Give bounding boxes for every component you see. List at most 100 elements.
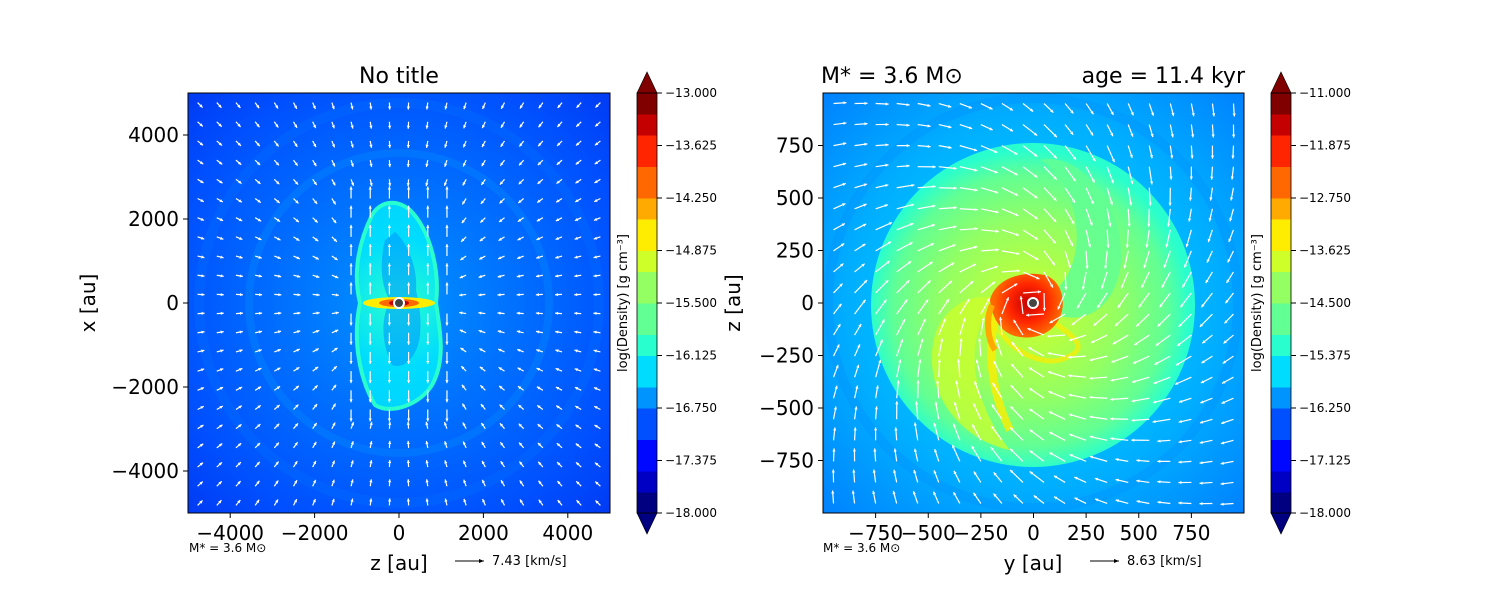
colorbar-segment [637,261,657,272]
colorbar-segment [1271,471,1291,482]
colorbar-segment [1271,135,1291,146]
colorbar-segment [637,114,657,125]
colorbar-tick-label: −16.250 [1299,401,1351,415]
colorbar-segment [1271,450,1291,461]
left-xlabel: z [au] [370,551,427,575]
colorbar-segment [1271,356,1291,367]
colorbar-segment [637,209,657,220]
y-tick-label: 2000 [128,207,179,231]
colorbar-segment [637,146,657,157]
colorbar-tick-label: −13.625 [1299,244,1351,258]
colorbar-segment [1271,440,1291,451]
right-mass-annotation: M* = 3.6 M⊙ [823,541,900,555]
colorbar-segment [637,303,657,314]
colorbar-segment [637,282,657,293]
colorbar-tick-label: −17.375 [665,454,717,468]
colorbar-segment [1271,398,1291,409]
colorbar-segment [637,219,657,230]
colorbar-tick-label: −15.375 [1299,349,1351,363]
colorbar-segment [637,314,657,325]
x-tick-label: −500 [901,521,956,545]
colorbar-segment [637,387,657,398]
colorbar-segment [637,503,657,514]
colorbar-segment [1271,461,1291,472]
colorbar-segment [1271,314,1291,325]
left-title: No title [359,64,439,89]
colorbar-tick-label: −16.750 [665,401,717,415]
right-title-left: M* = 3.6 M⊙ [821,64,963,89]
colorbar-segment [1271,272,1291,283]
colorbar-segment [637,156,657,167]
colorbar-segment [637,440,657,451]
colorbar-tick-label: −14.250 [665,191,717,205]
y-tick-label: −2000 [111,375,179,399]
colorbar-segment [1271,177,1291,188]
colorbar-tick-label: −13.000 [665,86,717,100]
colorbar-segment [1271,387,1291,398]
x-tick-label: 250 [1067,521,1105,545]
colorbar-segment [1271,114,1291,125]
sink-particle-marker-right [1028,298,1038,308]
colorbar-tick-label: −11.875 [1299,139,1351,153]
colorbar-segment [637,293,657,304]
colorbar-segment [637,398,657,409]
colorbar-segment [1271,303,1291,314]
colorbar-segment [637,272,657,283]
right-colorbar-label: log(Density) [g cm⁻³] [1250,234,1265,372]
colorbar-segment [637,135,657,146]
colorbar-segment [637,492,657,503]
colorbar-segment [1271,230,1291,241]
x-tick-label: 0 [1027,521,1040,545]
colorbar-segment [637,230,657,241]
colorbar-segment [637,482,657,493]
right-colorbar: −11.000−11.875−12.750−13.625−14.500−15.3… [1250,72,1351,534]
y-tick-label: 0 [801,291,814,315]
colorbar-segment [1271,125,1291,136]
left-mass-annotation: M* = 3.6 M⊙ [189,541,266,555]
colorbar-segment [637,366,657,377]
colorbar-segment [637,324,657,335]
colorbar-segment [1271,366,1291,377]
colorbar-segment [1271,93,1291,104]
colorbar-tick-label: −14.875 [665,244,717,258]
x-tick-label: −2000 [281,521,349,545]
colorbar-segment [1271,335,1291,346]
left-ylabel: x [au] [76,274,100,333]
colorbar-segment [1271,240,1291,251]
y-tick-label: 250 [776,239,814,263]
x-tick-label: 750 [1172,521,1210,545]
colorbar-tick-label: −12.750 [1299,191,1351,205]
colorbar-segment [1271,482,1291,493]
y-tick-label: 4000 [128,123,179,147]
colorbar-segment [1271,167,1291,178]
colorbar-segment [637,125,657,136]
colorbar-segment [1271,198,1291,209]
x-tick-label: 2000 [458,521,509,545]
colorbar-segment [637,167,657,178]
colorbar-segment [637,471,657,482]
colorbar-segment [1271,408,1291,419]
right-title-right: age = 11.4 kyr [1082,64,1246,89]
left-colorbar-label: log(Density) [g cm⁻³] [616,234,631,372]
colorbar-segment [1271,492,1291,503]
left-quiver-key: 7.43 [km/s] [492,554,567,569]
colorbar-segment [637,345,657,356]
x-tick-label: 0 [393,521,406,545]
left-colorbar: −13.000−13.625−14.250−14.875−15.500−16.1… [616,72,717,534]
colorbar-segment [1271,293,1291,304]
colorbar-tick-label: −18.000 [1299,506,1351,520]
colorbar-tick-label: −15.500 [665,296,717,310]
colorbar-segment [637,408,657,419]
y-tick-label: −500 [759,396,814,420]
colorbar-segment [637,461,657,472]
colorbar-tick-label: −14.500 [1299,296,1351,310]
y-tick-label: 0 [166,291,179,315]
y-tick-label: −4000 [111,459,179,483]
colorbar-tick-label: −18.000 [665,506,717,520]
colorbar-segment [637,377,657,388]
colorbar-segment [637,188,657,199]
right-xlabel: y [au] [1004,551,1063,575]
colorbar-segment [1271,209,1291,220]
